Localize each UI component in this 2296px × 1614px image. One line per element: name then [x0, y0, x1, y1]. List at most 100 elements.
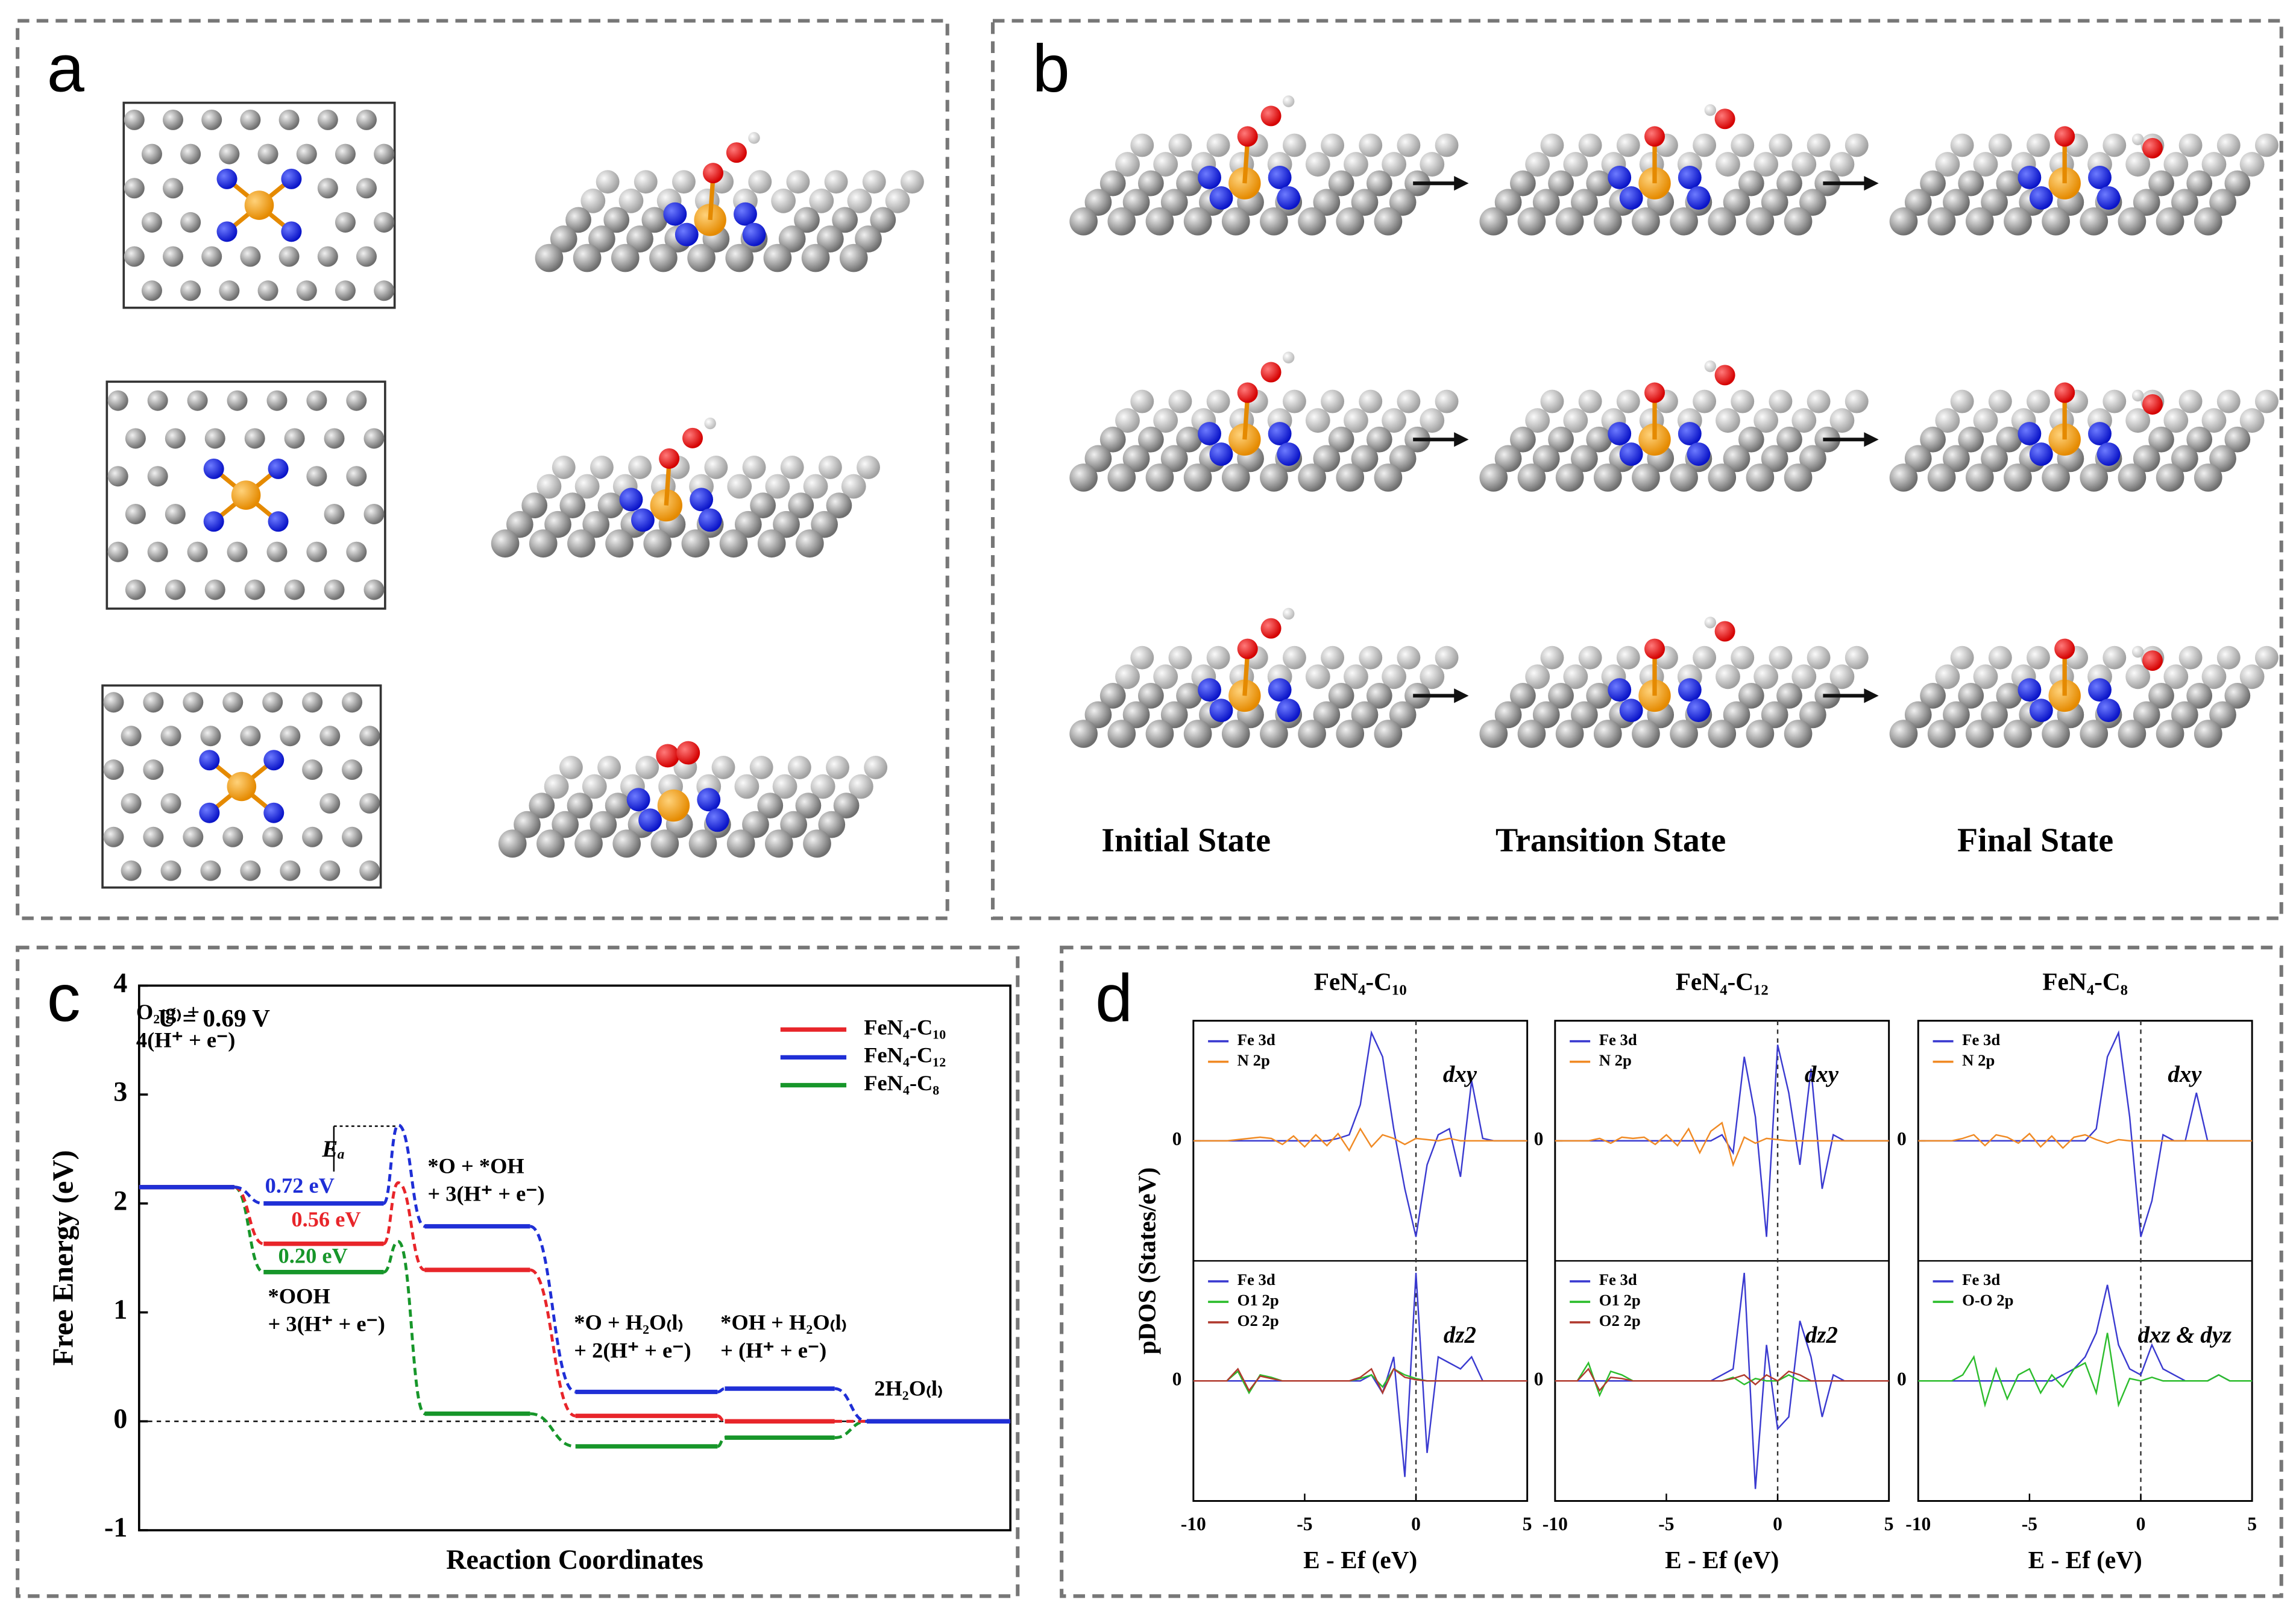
atom [634, 170, 658, 194]
atom [734, 202, 757, 226]
atom [2027, 389, 2050, 413]
atom [765, 829, 793, 858]
atom [1532, 701, 1560, 729]
atom [1389, 445, 1417, 473]
barrier-label: 0.20 eV [278, 1244, 348, 1268]
atom [1769, 133, 1793, 157]
atom [1958, 170, 1984, 196]
atom [2054, 382, 2075, 403]
atom [342, 692, 363, 713]
atom [302, 692, 323, 713]
atom [1981, 189, 2008, 216]
atom [857, 455, 880, 479]
atom [2027, 133, 2050, 157]
atom [780, 455, 804, 479]
y-tick-label: 0 [1897, 1369, 1907, 1390]
atom [1176, 426, 1202, 453]
atom [2042, 207, 2070, 236]
atom [1328, 170, 1354, 196]
atom [1382, 664, 1407, 689]
atom [580, 188, 606, 213]
atom [552, 455, 576, 479]
atom [703, 163, 724, 184]
atom [1678, 678, 1702, 702]
atom [1716, 152, 1740, 177]
atom [1153, 408, 1178, 433]
atom [1532, 189, 1560, 216]
atom [2163, 408, 2189, 433]
atom [1704, 360, 1717, 372]
atom [1935, 408, 1960, 433]
atom [1904, 189, 1932, 216]
atom [1206, 645, 1230, 670]
atom [847, 188, 872, 213]
atom [1708, 463, 1737, 492]
atom [1746, 720, 1775, 748]
atom [1632, 463, 1660, 492]
atom [2224, 683, 2251, 709]
orbital-label: dxy [1443, 1061, 1477, 1087]
atom [734, 774, 760, 799]
atom [2029, 186, 2053, 210]
atom [296, 280, 317, 301]
atom [734, 510, 762, 538]
atom [2148, 170, 2174, 196]
arrow-head [1864, 432, 1879, 447]
atom [2042, 720, 2070, 748]
atom [1382, 152, 1407, 177]
atom [862, 170, 886, 194]
atom [219, 280, 240, 301]
atom [1115, 152, 1140, 177]
atom [1731, 389, 1755, 413]
atom [1344, 664, 1368, 689]
atom [1305, 152, 1330, 177]
connector [717, 1436, 726, 1448]
atom [1198, 422, 1221, 445]
atom [1950, 133, 1974, 157]
atom [2156, 463, 2184, 492]
atom [626, 225, 653, 253]
atom [1791, 408, 1817, 433]
atom [302, 759, 323, 780]
atom [1845, 389, 1869, 413]
chart-title: FeN₄-C₁₂ [1676, 967, 1769, 995]
legend-label: N 2p [1599, 1051, 1632, 1069]
atom [619, 488, 643, 512]
atom [1593, 720, 1622, 748]
atom [1738, 170, 1764, 196]
atom [1616, 389, 1640, 413]
atom [199, 750, 220, 771]
atom [573, 243, 602, 272]
atom [765, 474, 790, 499]
atom [201, 109, 222, 130]
atom [2216, 133, 2241, 157]
atom [363, 503, 385, 524]
atom [2080, 207, 2109, 236]
atom [1799, 445, 1826, 473]
atom [1282, 133, 1306, 157]
atom [2209, 445, 2236, 473]
dos-curve [1555, 1368, 1889, 1392]
atom [582, 510, 610, 538]
atom [1517, 720, 1546, 748]
atom [1510, 170, 1536, 196]
atom [1784, 720, 1813, 748]
atom [1494, 701, 1522, 729]
atom [1608, 678, 1632, 702]
atom [605, 529, 634, 558]
atom [2118, 463, 2147, 492]
atom [1981, 445, 2008, 473]
atom [681, 529, 710, 558]
atom [742, 455, 766, 479]
atom [605, 793, 631, 818]
stage-label: *OOH + 3(H⁺ + e⁻) [268, 1286, 385, 1337]
atom [180, 143, 201, 165]
atom [574, 474, 600, 499]
atom [1298, 207, 1326, 236]
atom [187, 541, 208, 562]
atom [796, 529, 824, 558]
y-tick-label: 0 [113, 1403, 127, 1434]
cell-box [101, 684, 382, 889]
atom [2142, 650, 2163, 671]
